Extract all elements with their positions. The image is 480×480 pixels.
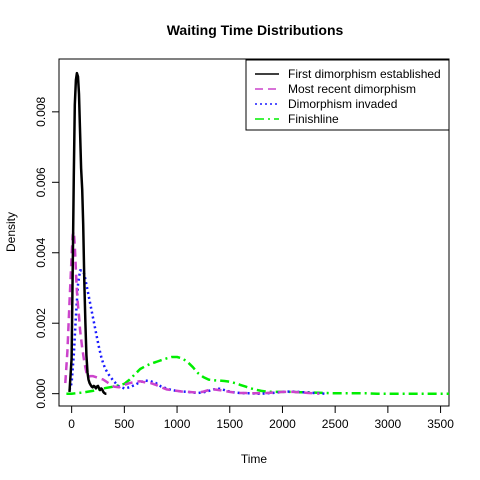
x-axis-label: Time bbox=[241, 452, 268, 466]
chart-title: Waiting Time Distributions bbox=[167, 22, 344, 38]
legend-label: Finishline bbox=[288, 112, 339, 126]
x-tick-label: 2000 bbox=[269, 417, 296, 431]
y-axis: 0.000 0.002 0.004 0.006 0.008 bbox=[34, 97, 60, 409]
y-axis-label: Density bbox=[4, 212, 18, 252]
series-line bbox=[64, 230, 320, 395]
legend-label: Most recent dimorphism bbox=[288, 82, 416, 96]
x-axis: 0 500 1000 1500 2000 2500 3000 3500 bbox=[68, 405, 454, 431]
y-tick-label: 0.004 bbox=[34, 237, 48, 267]
y-tick-label: 0.006 bbox=[34, 167, 48, 197]
y-tick-label: 0.000 bbox=[34, 378, 48, 408]
series-line bbox=[68, 71, 107, 395]
series-layer bbox=[64, 71, 449, 395]
legend-label: Dimorphism invaded bbox=[288, 97, 397, 111]
series-line bbox=[66, 355, 449, 395]
series-line bbox=[68, 269, 325, 395]
legend-label: First dimorphism established bbox=[288, 67, 441, 81]
x-tick-label: 0 bbox=[68, 417, 75, 431]
y-tick-label: 0.002 bbox=[34, 308, 48, 338]
x-tick-label: 500 bbox=[114, 417, 134, 431]
legend-box bbox=[245, 59, 450, 131]
x-tick-label: 1500 bbox=[216, 417, 243, 431]
x-tick-label: 1000 bbox=[164, 417, 191, 431]
y-tick-label: 0.008 bbox=[34, 97, 48, 127]
x-tick-label: 3500 bbox=[427, 417, 454, 431]
x-tick-label: 3000 bbox=[375, 417, 402, 431]
x-tick-label: 2500 bbox=[322, 417, 349, 431]
